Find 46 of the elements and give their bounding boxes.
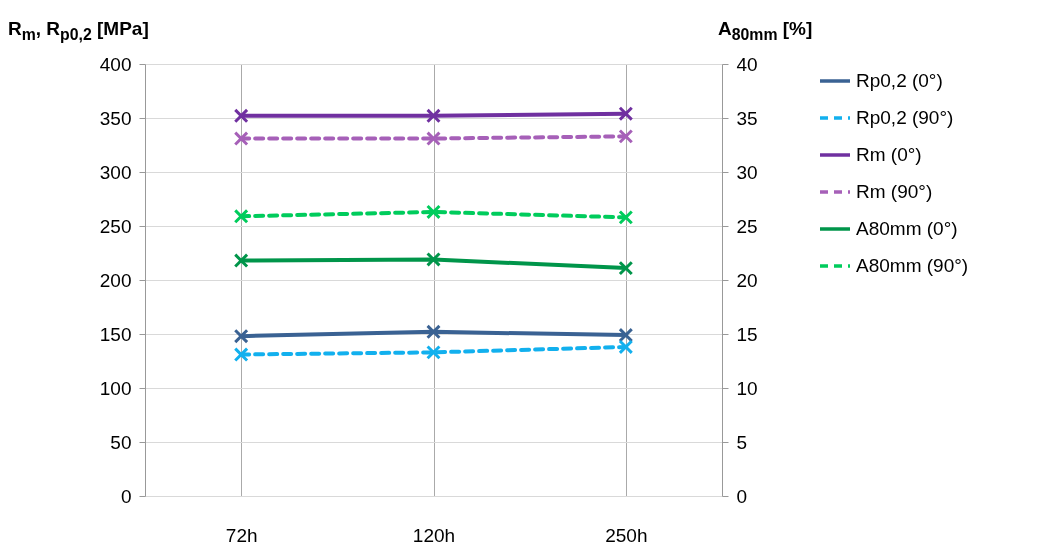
y-tick-label: 350 bbox=[99, 107, 132, 129]
point bbox=[618, 106, 634, 122]
y-tick-label: 50 bbox=[110, 431, 132, 453]
y-tick-label: 0 bbox=[120, 485, 132, 507]
legend-label: Rp0,2 (0°) bbox=[856, 70, 943, 91]
y2-axis-title: A$_{80mm}$ [%] bbox=[718, 18, 813, 44]
y2-tick-label: 0 bbox=[736, 485, 748, 507]
y2-tick-label: 15 bbox=[736, 323, 758, 345]
point bbox=[618, 339, 634, 355]
y-tick-label: 100 bbox=[99, 377, 132, 399]
point bbox=[618, 209, 634, 225]
x-tick-label: 250h bbox=[605, 524, 648, 546]
y2-tick-label: 35 bbox=[736, 107, 758, 129]
legend-label: A80mm (0°) bbox=[856, 218, 958, 239]
point bbox=[426, 344, 441, 360]
point bbox=[233, 253, 249, 268]
point bbox=[618, 128, 634, 144]
point bbox=[618, 260, 634, 276]
point bbox=[233, 328, 249, 344]
y2-tick-label: 40 bbox=[736, 53, 758, 75]
y2-tick-label: 5 bbox=[736, 431, 748, 453]
legend-label: Rm (90°) bbox=[856, 181, 933, 202]
y-tick-label: 250 bbox=[99, 215, 132, 237]
legend-label: Rm (0°) bbox=[856, 144, 922, 165]
point bbox=[426, 108, 441, 124]
point bbox=[426, 252, 441, 267]
y2-tick-label: 20 bbox=[736, 269, 758, 291]
y-tick-label: 150 bbox=[99, 323, 132, 345]
point bbox=[426, 324, 441, 340]
x-tick-label: 120h bbox=[412, 524, 456, 546]
y-tick-label: 400 bbox=[99, 53, 132, 75]
point bbox=[233, 131, 249, 146]
y-tick-label: 200 bbox=[99, 269, 132, 291]
point bbox=[233, 108, 249, 124]
point bbox=[233, 347, 249, 362]
point bbox=[233, 208, 249, 224]
y2-tick-label: 30 bbox=[736, 161, 758, 183]
y2-tick-label: 10 bbox=[736, 377, 758, 399]
legend-label: Rp0,2 (90°) bbox=[856, 107, 954, 128]
y-tick-label: 300 bbox=[99, 161, 132, 183]
x-tick-label: 72h bbox=[225, 524, 258, 546]
y-axis-title: R$_{m}$, R$_{p0,2}$ [MPa] bbox=[8, 18, 149, 44]
point bbox=[426, 204, 441, 220]
point bbox=[426, 131, 441, 146]
y2-tick-label: 25 bbox=[736, 215, 758, 237]
legend-label: A80mm (90°) bbox=[856, 255, 969, 276]
